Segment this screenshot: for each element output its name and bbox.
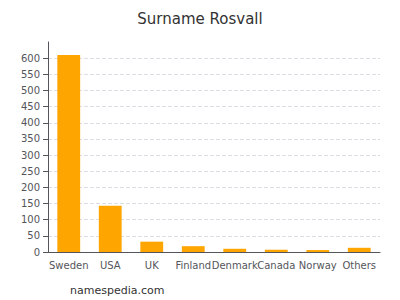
- svg-text:300: 300: [21, 150, 40, 161]
- svg-text:Norway: Norway: [299, 260, 337, 271]
- svg-text:100: 100: [21, 214, 40, 225]
- svg-text:200: 200: [21, 182, 40, 193]
- svg-text:400: 400: [21, 117, 40, 128]
- svg-text:UK: UK: [145, 260, 159, 271]
- svg-text:Surname Rosvall: Surname Rosvall: [137, 10, 262, 28]
- svg-text:250: 250: [21, 166, 40, 177]
- svg-text:Denmark: Denmark: [212, 260, 258, 271]
- svg-text:350: 350: [21, 133, 40, 144]
- svg-text:Sweden: Sweden: [49, 260, 89, 271]
- svg-text:Others: Others: [342, 260, 376, 271]
- svg-text:50: 50: [27, 230, 40, 241]
- svg-text:USA: USA: [100, 260, 121, 271]
- svg-text:Canada: Canada: [257, 260, 295, 271]
- svg-text:600: 600: [21, 53, 40, 64]
- svg-text:550: 550: [21, 69, 40, 80]
- svg-text:150: 150: [21, 198, 40, 209]
- svg-text:Finland: Finland: [175, 260, 211, 271]
- svg-text:0: 0: [34, 247, 40, 258]
- svg-text:500: 500: [21, 85, 40, 96]
- svg-text:namespedia.com: namespedia.com: [70, 284, 164, 297]
- svg-text:450: 450: [21, 101, 40, 112]
